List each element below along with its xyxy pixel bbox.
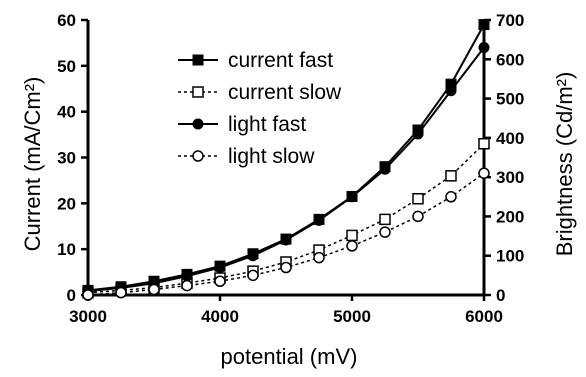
legend-item: light fast bbox=[178, 113, 306, 136]
y-right-tick-label: 700 bbox=[496, 11, 524, 30]
data-point bbox=[181, 279, 193, 292]
legend-label: current fast bbox=[228, 49, 333, 72]
axes: 3000 4000 5000 6000010203040506001002003004… bbox=[57, 11, 524, 326]
y-left-tick-label: 20 bbox=[57, 194, 76, 213]
y-right-tick-label: 200 bbox=[496, 207, 524, 226]
data-point bbox=[280, 261, 292, 274]
data-point bbox=[346, 191, 358, 203]
data-point bbox=[346, 240, 358, 252]
y-right-tick-label: 400 bbox=[496, 129, 524, 148]
y-right-tick-label: 300 bbox=[496, 168, 524, 187]
x-tick-label: 3000 bbox=[69, 307, 107, 326]
legend-label: light slow bbox=[228, 145, 315, 168]
data-point bbox=[313, 214, 325, 226]
data-point bbox=[412, 210, 424, 223]
data-point bbox=[379, 163, 391, 175]
legend-item: current slow bbox=[178, 81, 342, 104]
data-point bbox=[181, 270, 193, 282]
y-left-tick-label: 40 bbox=[57, 103, 76, 122]
series-light-slow bbox=[82, 167, 490, 301]
x-axis-title: potential (mV) bbox=[221, 344, 358, 369]
data-point bbox=[478, 167, 490, 179]
legend-marker bbox=[192, 118, 204, 130]
data-point bbox=[214, 275, 226, 287]
data-point bbox=[478, 19, 490, 31]
data-point bbox=[379, 213, 391, 226]
data-point bbox=[445, 85, 457, 97]
y-axis-left-title: Current (mA/Cm²) bbox=[20, 77, 45, 252]
x-tick-label: 4000 bbox=[201, 307, 239, 326]
y-left-tick-label: 60 bbox=[57, 11, 76, 30]
legend-item: current fast bbox=[178, 49, 333, 72]
legend-label: current slow bbox=[228, 81, 342, 104]
data-point bbox=[280, 234, 292, 246]
data-point bbox=[412, 128, 424, 140]
data-point bbox=[478, 138, 490, 150]
data-point bbox=[247, 269, 259, 282]
data-point bbox=[445, 78, 457, 90]
data-point bbox=[478, 42, 490, 53]
y-left-tick-label: 50 bbox=[57, 57, 76, 76]
data-point bbox=[148, 283, 160, 296]
legend-marker bbox=[192, 86, 204, 98]
data-point bbox=[82, 289, 94, 301]
legend: current fast current slow light fast light … bbox=[178, 49, 342, 168]
y-axis-right-title: Brightness (Cd/m²) bbox=[552, 72, 577, 257]
y-left-tick-label: 10 bbox=[57, 240, 76, 259]
data-point bbox=[247, 250, 259, 262]
data-point bbox=[346, 229, 358, 242]
data-point bbox=[412, 193, 424, 205]
y-right-tick-label: 500 bbox=[496, 90, 524, 109]
data-point bbox=[445, 170, 457, 182]
legend-marker bbox=[192, 150, 204, 162]
y-right-tick-label: 0 bbox=[496, 286, 505, 305]
y-left-tick-label: 30 bbox=[57, 149, 76, 168]
y-left-tick-label: 0 bbox=[67, 286, 76, 305]
x-tick-label: 5000 bbox=[333, 307, 371, 326]
legend-item: light slow bbox=[178, 145, 315, 168]
data-point bbox=[379, 226, 391, 238]
y-right-tick-label: 600 bbox=[496, 50, 524, 69]
plot-area bbox=[82, 19, 490, 301]
legend-label: light fast bbox=[228, 113, 306, 136]
data-point bbox=[214, 262, 226, 273]
data-point bbox=[313, 251, 325, 264]
data-point bbox=[115, 286, 127, 299]
data-point bbox=[445, 191, 457, 203]
y-right-tick-label: 100 bbox=[496, 247, 524, 266]
x-tick-label: 6000 bbox=[465, 307, 503, 326]
legend-marker bbox=[192, 54, 204, 66]
